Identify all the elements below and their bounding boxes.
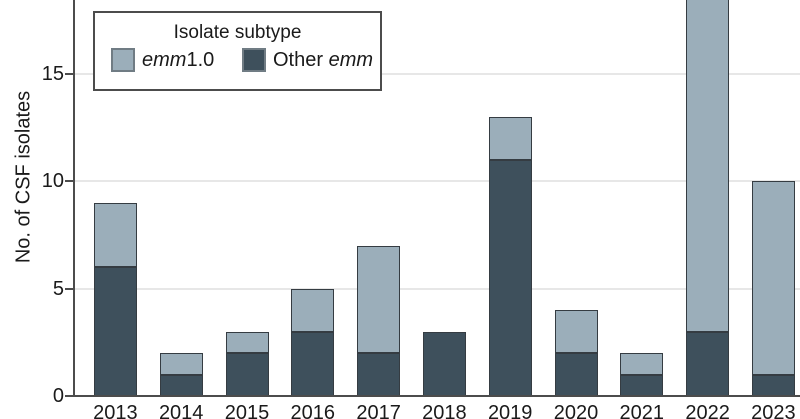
- y-tick-0: [65, 395, 74, 397]
- bar-2013-emm1-0: [93, 202, 137, 267]
- bar-2019-other-emm: [488, 159, 532, 396]
- y-tick-10: [65, 180, 74, 182]
- bar-2013-other-emm: [93, 267, 137, 396]
- legend-label-other-emm: Other emm: [273, 48, 373, 72]
- bar-2021-emm1-0: [620, 353, 664, 375]
- y-tick-label-5: 5: [52, 277, 64, 300]
- bar-2020-other-emm: [554, 353, 598, 396]
- bar-2017-other-emm: [357, 353, 401, 396]
- bar-2022-emm1-0: [686, 0, 730, 332]
- gridline-10: [75, 180, 800, 182]
- x-axis-line: [73, 395, 800, 397]
- legend-title: Isolate subtype: [173, 22, 302, 43]
- legend-label-emm1.0-regular-part: 1.0: [186, 49, 215, 71]
- y-tick-label-0: 0: [52, 385, 64, 407]
- legend-swatch-other-emm: [242, 48, 266, 72]
- x-label-2013: 2013: [93, 402, 138, 419]
- bar-2015-emm1-0: [225, 331, 269, 353]
- x-label-2016: 2016: [290, 402, 336, 419]
- x-label-2015: 2015: [224, 402, 270, 419]
- bar-2022-other-emm: [686, 331, 730, 396]
- bar-2014-other-emm: [159, 374, 203, 396]
- bar-2023-other-emm: [751, 374, 795, 396]
- y-tick-label-15: 15: [41, 62, 64, 85]
- legend: Isolate subtype emm1.0 Other emm: [93, 11, 382, 91]
- legend-label-other-emm-regular-part: Other: [273, 49, 329, 71]
- legend-label-other-emm-italic-part: emm: [328, 49, 374, 71]
- bar-2014-emm1-0: [159, 353, 203, 375]
- legend-label-emm1.0: emm1.0: [142, 48, 214, 72]
- bar-2017-emm1-0: [357, 245, 401, 353]
- bar-2018-other-emm: [422, 331, 466, 396]
- x-label-2019: 2019: [487, 402, 533, 419]
- y-tick-15: [65, 72, 74, 75]
- x-label-2014: 2014: [158, 402, 204, 419]
- bar-2020-emm1-0: [554, 310, 598, 353]
- y-tick-label-10: 10: [41, 170, 64, 192]
- x-label-2020: 2020: [553, 402, 599, 419]
- legend-label-emm1.0-italic-part: emm: [142, 49, 187, 71]
- y-axis-line: [73, 0, 75, 397]
- gridline-15: [75, 72, 800, 75]
- bar-2016-other-emm: [291, 331, 335, 396]
- bar-2016-emm1-0: [291, 288, 335, 332]
- bar-2019-emm1-0: [488, 116, 532, 160]
- bar-2023-emm1-0: [751, 181, 795, 375]
- bar-2021-other-emm: [620, 374, 664, 396]
- x-label-2022: 2022: [685, 402, 730, 419]
- x-label-2023: 2023: [751, 402, 796, 419]
- x-label-2017: 2017: [356, 402, 401, 419]
- x-label-2021: 2021: [619, 402, 665, 419]
- gridline-5: [75, 287, 800, 290]
- y-tick-5: [65, 287, 74, 290]
- x-label-2018: 2018: [422, 402, 467, 419]
- legend-swatch-emm1.0: [111, 48, 135, 72]
- bar-2015-other-emm: [225, 353, 269, 396]
